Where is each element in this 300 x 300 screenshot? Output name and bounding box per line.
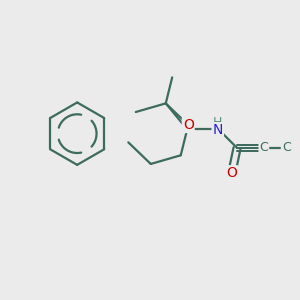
Text: O: O — [183, 118, 194, 132]
Text: N: N — [213, 123, 223, 137]
Text: O: O — [226, 166, 237, 180]
Text: H: H — [213, 116, 223, 129]
Text: C: C — [260, 141, 268, 154]
Text: C: C — [282, 141, 290, 154]
